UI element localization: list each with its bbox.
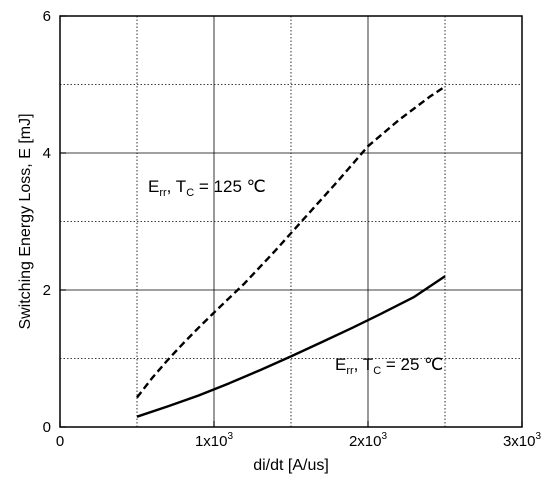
y-tick-label: 6 [43,8,51,25]
series-label-125c: Err, TC = 125 ℃ [148,177,266,199]
y-tick-labels: 0 2 4 6 [43,8,51,436]
series-layer [136,85,446,418]
x-tick-label: 0 [56,433,64,450]
x-tick-label: 1x103 [195,431,234,450]
x-tick-labels: 0 1x103 2x103 3x103 [56,431,542,450]
plot-frame [59,15,523,428]
series-line-125c [136,85,446,399]
major-grid [60,16,522,427]
x-tick-label: 2x103 [349,431,388,450]
series-label-25c: Err, TC = 25 ℃ [335,355,443,377]
y-tick-label: 0 [43,419,51,436]
axis-ticks [59,15,523,428]
x-tick-label: 3x103 [503,431,542,450]
series-line-25c [136,275,446,418]
x-axis-title: di/dt [A/us] [253,457,329,474]
y-tick-label: 4 [43,145,51,162]
minor-grid [60,16,522,427]
y-tick-label: 2 [43,282,51,299]
y-axis-title: Switching Energy Loss, E [mJ] [17,113,34,329]
